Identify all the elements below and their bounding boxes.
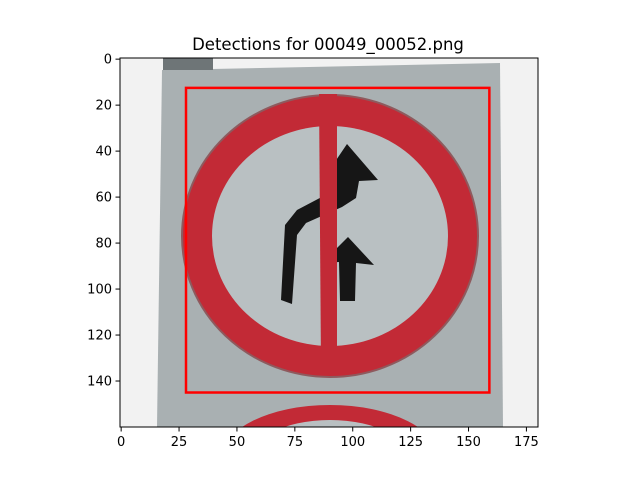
- y-tick-label: 100: [87, 283, 112, 298]
- y-axis: 0 20 40 60 80 100 120 140: [87, 53, 120, 390]
- y-tick-label: 20: [95, 99, 112, 114]
- y-tick-label: 140: [87, 375, 112, 390]
- y-tick-label: 120: [87, 329, 112, 344]
- x-tick-label: 125: [398, 435, 423, 450]
- x-tick-label: 75: [287, 435, 304, 450]
- second-sign-top: [242, 405, 418, 427]
- chart-title: Detections for 00049_00052.png: [192, 35, 464, 55]
- detection-box: [184, 86, 491, 394]
- x-tick-label: 50: [229, 435, 246, 450]
- x-tick-label: 0: [117, 435, 125, 450]
- sign-arrow-left: [281, 144, 378, 304]
- y-tick-label: 0: [104, 53, 112, 68]
- plot-frame: [119, 57, 539, 428]
- y-tick-label: 60: [95, 191, 112, 206]
- sign-top-bracket: [163, 58, 213, 70]
- x-axis: 0 25 50 75 100 125 150 175: [117, 427, 539, 450]
- x-tick-label: 25: [171, 435, 188, 450]
- x-tick-label: 100: [340, 435, 365, 450]
- sign-red-bar: [319, 94, 337, 368]
- x-tick-label: 150: [456, 435, 481, 450]
- y-tick-label: 40: [95, 145, 112, 160]
- y-tick-label: 80: [95, 237, 112, 252]
- x-tick-label: 175: [514, 435, 539, 450]
- plot-image: [120, 58, 538, 427]
